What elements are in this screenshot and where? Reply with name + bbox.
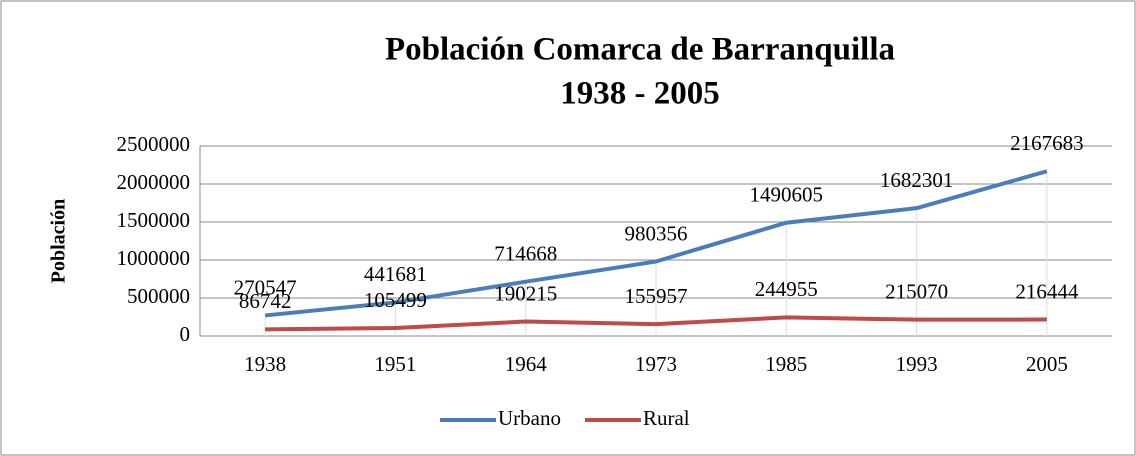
data-label: 244955 [755, 277, 818, 301]
y-tick-label: 1000000 [117, 246, 191, 270]
data-label: 86742 [239, 289, 292, 313]
data-label: 215070 [885, 279, 948, 303]
x-tick-label: 1951 [374, 352, 416, 376]
y-tick-label: 500000 [127, 284, 190, 308]
x-tick-label: 1985 [765, 352, 807, 376]
y-tick-label: 1500000 [117, 208, 191, 232]
legend-label: Rural [643, 406, 690, 430]
x-tick-label: 1938 [244, 352, 286, 376]
data-label: 980356 [625, 221, 688, 245]
data-label: 1682301 [880, 168, 954, 192]
series-line [265, 315, 1047, 332]
series-line [264, 169, 1048, 318]
data-label: 155957 [625, 284, 688, 308]
y-tick-label: 2000000 [117, 170, 191, 194]
y-tick-label: 2500000 [117, 132, 191, 156]
data-label: 714668 [494, 241, 557, 265]
data-label: 270547 [234, 275, 297, 299]
data-label: 441681 [364, 262, 427, 286]
x-tick-label: 1964 [505, 352, 548, 376]
x-tick-label: 1993 [896, 352, 938, 376]
y-tick-label: 0 [180, 322, 191, 346]
data-label: 105499 [364, 288, 427, 312]
y-axis-title: Población [48, 199, 70, 283]
data-label: 1490605 [750, 183, 824, 207]
data-label: 190215 [494, 281, 557, 305]
chart-title: Población Comarca de Barranquilla [385, 32, 895, 68]
legend-label: Urbano [498, 406, 561, 430]
chart-title: 1938 - 2005 [560, 76, 720, 112]
data-label: 216444 [1015, 279, 1079, 303]
x-tick-label: 2005 [1026, 352, 1068, 376]
x-tick-label: 1973 [635, 352, 677, 376]
data-label: 2167683 [1010, 131, 1084, 155]
